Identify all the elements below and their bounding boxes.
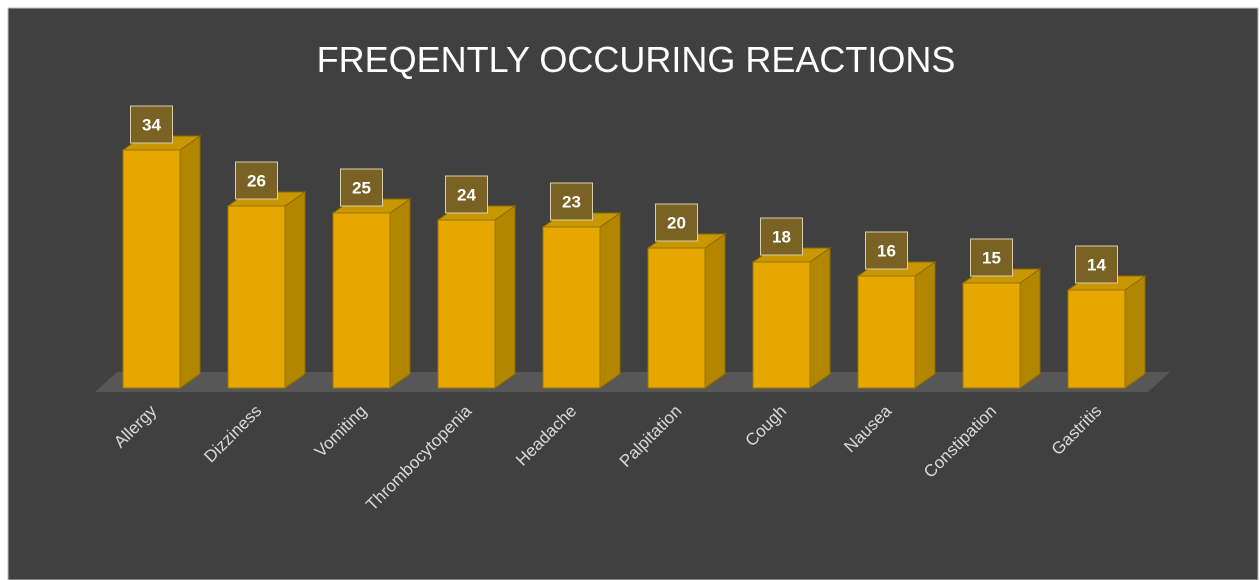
value-label: 23 [562, 192, 581, 211]
value-label-box [1075, 245, 1118, 284]
bar-side [494, 205, 516, 389]
bar-side [389, 198, 411, 389]
bar-side [704, 233, 726, 389]
bar [227, 205, 286, 389]
value-label-box [235, 161, 278, 200]
value-label: 25 [352, 178, 371, 197]
bar [122, 149, 181, 389]
bar [332, 212, 391, 389]
bar [542, 226, 601, 389]
bar [1067, 289, 1126, 389]
value-label: 26 [247, 171, 266, 190]
value-label-box [340, 168, 383, 207]
bar [962, 282, 1021, 389]
value-label-box [130, 105, 173, 144]
value-label-box [445, 175, 488, 214]
value-label: 16 [877, 241, 896, 260]
bar-side [179, 135, 201, 389]
value-label-box [655, 203, 698, 242]
bar [857, 275, 916, 389]
value-label-box [970, 238, 1013, 277]
bar-side [1124, 275, 1146, 389]
bar [752, 261, 811, 389]
value-label: 14 [1087, 255, 1106, 274]
chart-area [7, 7, 1259, 580]
value-label: 18 [772, 227, 791, 246]
value-label-box [760, 217, 803, 256]
bar-side [914, 261, 936, 389]
chart-title: FREQENTLY OCCURING REACTIONS [317, 39, 956, 80]
value-label-box [865, 231, 908, 270]
bar-side [1019, 268, 1041, 389]
bar-side [809, 247, 831, 389]
bar [437, 219, 496, 389]
value-label: 34 [142, 115, 161, 134]
bar-side [599, 212, 621, 389]
bar-side [284, 191, 306, 389]
value-label: 20 [667, 213, 686, 232]
value-label: 24 [457, 185, 476, 204]
bar [647, 247, 706, 389]
value-label-box [550, 182, 593, 221]
value-label: 15 [982, 248, 1001, 267]
